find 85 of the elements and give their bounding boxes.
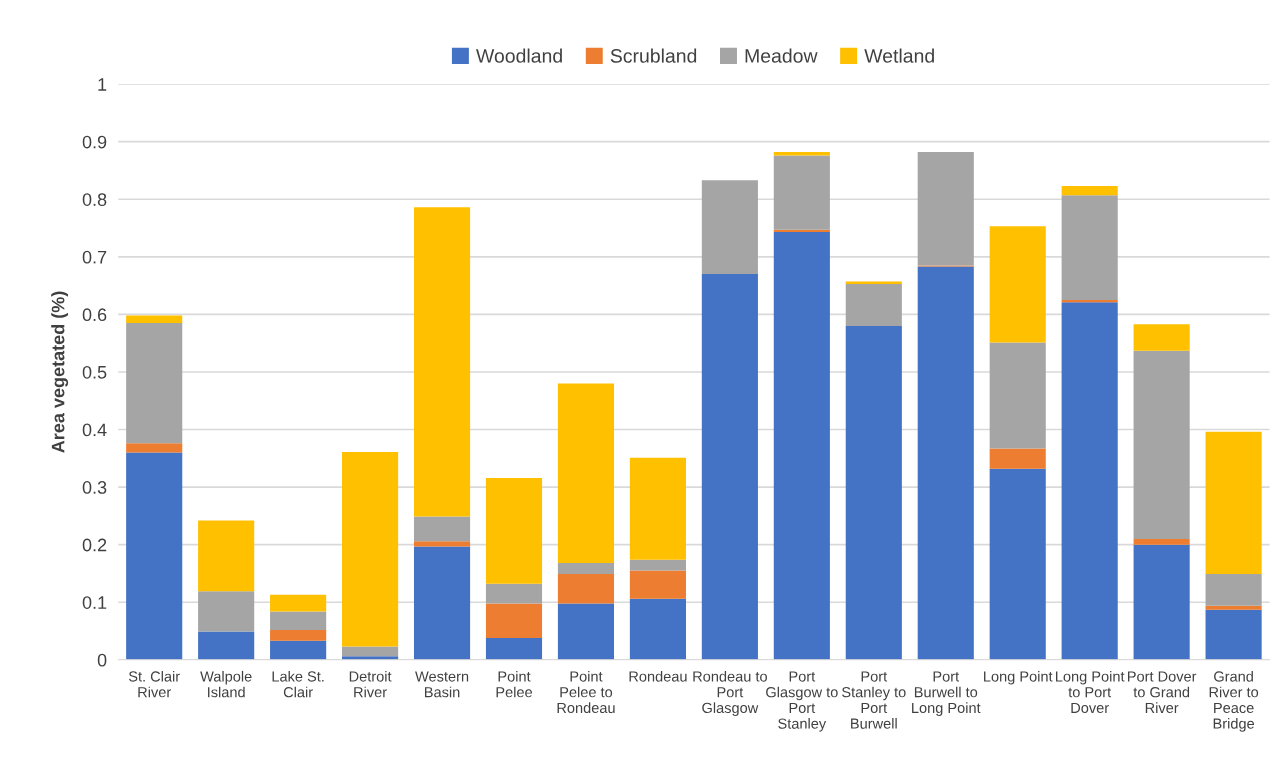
y-tick-label: 0.6 bbox=[82, 308, 107, 322]
y-tick-label: 0.5 bbox=[82, 365, 107, 379]
bar bbox=[989, 468, 1046, 660]
x-tick-label: Walpole Island bbox=[200, 670, 252, 698]
bar bbox=[198, 520, 255, 592]
y-tick-label: 0.7 bbox=[82, 250, 107, 264]
bar bbox=[989, 342, 1046, 449]
bar bbox=[1061, 186, 1118, 196]
y-tick-label: 0.4 bbox=[82, 423, 107, 437]
bar bbox=[1133, 324, 1190, 351]
bar bbox=[270, 611, 327, 630]
bar bbox=[773, 232, 830, 660]
x-tick-label: Rondeau bbox=[629, 670, 687, 682]
y-tick-label: 0.1 bbox=[82, 596, 107, 609]
bar bbox=[1205, 609, 1262, 660]
bar bbox=[270, 640, 327, 660]
bar bbox=[845, 283, 902, 326]
x-tick-label: Rondeau to Port Glasgow bbox=[693, 670, 767, 716]
y-tick-label: 0.3 bbox=[82, 481, 107, 494]
bar bbox=[270, 629, 327, 641]
bar bbox=[701, 180, 758, 275]
bar bbox=[701, 274, 758, 660]
bar bbox=[773, 152, 830, 156]
bar bbox=[485, 637, 543, 660]
bar bbox=[1133, 538, 1190, 545]
bar bbox=[1061, 302, 1118, 660]
bar bbox=[557, 574, 615, 604]
x-tick-label: Detroit River bbox=[349, 670, 392, 698]
bar bbox=[413, 541, 471, 547]
bar bbox=[1133, 350, 1190, 539]
x-tick-label: Port Burwell to Long Point bbox=[912, 671, 981, 716]
bar bbox=[1061, 195, 1118, 301]
bar bbox=[1133, 544, 1190, 660]
x-tick-label: St. Clair River bbox=[128, 670, 180, 698]
x-tick-label: Port Stanley to Port Burwell bbox=[842, 671, 906, 729]
bar bbox=[845, 325, 902, 660]
y-axis-title: Area vegetated (%) bbox=[51, 291, 69, 453]
bar bbox=[126, 323, 183, 444]
bar bbox=[629, 559, 686, 571]
bar bbox=[126, 315, 183, 324]
bar bbox=[1205, 574, 1262, 606]
bar bbox=[342, 646, 399, 657]
bar bbox=[126, 452, 183, 660]
bar bbox=[270, 594, 327, 612]
x-tick-label: Grand River to Peace Bridge bbox=[1209, 670, 1259, 732]
y-tick-label: 0.9 bbox=[82, 135, 107, 149]
x-tick-label: Point Pelee bbox=[496, 670, 532, 698]
x-tick-label: Western Basin bbox=[415, 671, 469, 698]
bar bbox=[629, 570, 686, 599]
y-tick-label: 1 bbox=[98, 78, 107, 91]
bar bbox=[629, 457, 686, 560]
legend-label: Woodland bbox=[476, 48, 562, 63]
bar bbox=[629, 598, 686, 660]
x-tick-label: Long Point to Port Dover bbox=[1056, 670, 1125, 714]
legend-label: Meadow bbox=[745, 48, 818, 63]
bar bbox=[989, 226, 1046, 343]
bar bbox=[557, 383, 615, 564]
bar bbox=[485, 477, 543, 584]
bar bbox=[413, 516, 471, 542]
bar bbox=[485, 603, 543, 638]
bar bbox=[1205, 431, 1262, 575]
bar bbox=[485, 583, 543, 604]
bar bbox=[989, 448, 1046, 469]
bar bbox=[342, 451, 399, 647]
x-tick-label: Long Point bbox=[984, 670, 1053, 685]
y-tick-label: 0 bbox=[97, 653, 107, 667]
x-tick-label: Lake St. Clair bbox=[272, 670, 324, 698]
bar bbox=[198, 591, 255, 632]
legend-label: Scrubland bbox=[610, 48, 697, 63]
bar bbox=[413, 207, 471, 517]
bar bbox=[126, 443, 183, 453]
bar bbox=[773, 155, 830, 230]
x-tick-label: Port Dover to Grand River bbox=[1127, 671, 1197, 714]
x-tick-label: Point Pelee to Rondeau bbox=[557, 670, 615, 714]
x-tick-label: Port Glasgow to Port Stanley bbox=[766, 671, 838, 732]
bar bbox=[413, 546, 471, 660]
y-tick-label: 0.8 bbox=[82, 193, 107, 206]
bar bbox=[917, 152, 974, 266]
bar bbox=[198, 631, 255, 660]
bar bbox=[1205, 605, 1262, 610]
legend-label: Wetland bbox=[864, 48, 934, 63]
bar bbox=[917, 266, 974, 660]
bar bbox=[557, 563, 615, 575]
bar bbox=[557, 603, 615, 660]
y-tick-label: 0.2 bbox=[82, 538, 107, 552]
